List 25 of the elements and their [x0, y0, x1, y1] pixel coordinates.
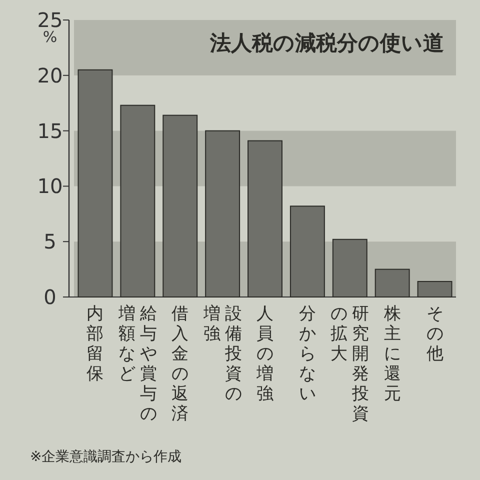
- text: 法人税の減税分の使い道: [209, 31, 444, 55]
- x-tick-label: 人員の増強: [256, 304, 274, 406]
- bar: [78, 69, 113, 298]
- y-tick-label: 20: [37, 63, 63, 88]
- category-label: 給与や賞与の増額など: [118, 304, 157, 424]
- y-tick-label: 0: [44, 285, 56, 309]
- bar: [120, 104, 156, 298]
- x-tick-label: 分からない: [298, 304, 317, 406]
- bar: [332, 238, 368, 298]
- bar: [205, 130, 240, 298]
- x-tick-label: 借入金の返済: [170, 304, 190, 424]
- bar: [374, 268, 410, 298]
- x-tick-label: 株主に還元: [382, 304, 402, 406]
- y-tick-label: 10: [37, 174, 63, 198]
- bar: [248, 140, 282, 298]
- category-label: 設備投資の増強: [203, 304, 242, 404]
- x-tick-label: 内部留保: [86, 304, 105, 386]
- bar: [162, 114, 198, 298]
- bar: [417, 280, 452, 298]
- bar: [290, 206, 325, 298]
- y-tick-label: 5: [44, 230, 56, 254]
- category-label: 研究開発投資の拡大: [330, 304, 370, 424]
- x-tick-label: その他: [425, 304, 444, 366]
- text: ※企業意識調査から作成: [30, 448, 182, 466]
- y-tick-label: 15: [37, 118, 63, 143]
